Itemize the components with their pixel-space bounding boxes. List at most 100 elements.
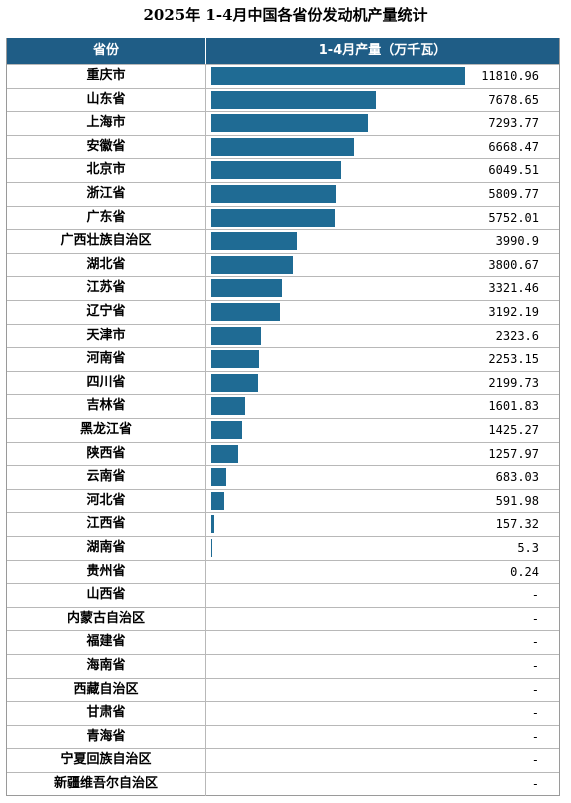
- value-bar: [211, 90, 377, 109]
- value-label: -: [531, 753, 539, 768]
- value-bar: [211, 279, 283, 298]
- value-cell: -: [205, 584, 559, 607]
- data-table: 省份 1-4月产量（万千瓦） 重庆市 11810.96 山东省 7678.65 上海市 7…: [6, 38, 560, 796]
- value-cell: 157.32: [205, 513, 559, 536]
- province-name: 湖南省: [86, 540, 126, 555]
- value-label: 3990.9: [495, 234, 539, 249]
- table-row: 内蒙古自治区 -: [7, 606, 559, 631]
- province-name: 黑龙江省: [79, 422, 132, 437]
- province-name: 山东省: [86, 91, 126, 107]
- value-bar: [211, 67, 465, 85]
- value-label: -: [531, 777, 539, 791]
- table-row: 青海省 -: [7, 724, 559, 749]
- province-name: 宁夏回族自治区: [60, 752, 152, 768]
- value-label: -: [531, 706, 539, 721]
- table-row: 陕西省 1257.97: [7, 441, 559, 466]
- header-output: 1-4月产量（万千瓦）: [205, 38, 559, 64]
- value-cell: 683.03: [205, 466, 559, 489]
- province-name: 广东省: [86, 209, 126, 225]
- value-label: 2199.73: [488, 375, 539, 390]
- value-label: 11810.96: [481, 69, 539, 83]
- table-row: 吉林省 1601.83: [7, 394, 559, 418]
- province-name: 辽宁省: [86, 304, 126, 319]
- value-cell: 2323.6: [205, 324, 559, 348]
- value-label: 2253.15: [488, 352, 539, 367]
- value-bar: [211, 515, 215, 534]
- value-bar: [211, 137, 355, 156]
- value-cell: 3192.19: [205, 301, 559, 324]
- table-row: 云南省 683.03: [7, 465, 559, 489]
- province-name: 陕西省: [86, 445, 126, 461]
- value-bar: [211, 303, 280, 321]
- province-name: 安徽省: [86, 138, 126, 154]
- value-label: 591.98: [495, 493, 539, 508]
- value-cell: -: [205, 678, 559, 702]
- value-label: 3321.46: [488, 281, 539, 296]
- value-label: 3192.19: [488, 305, 539, 319]
- table-row: 天津市 2323.6: [7, 323, 559, 348]
- value-bar: [211, 468, 226, 487]
- value-bar: [211, 255, 293, 274]
- table-row: 宁夏回族自治区 -: [7, 748, 559, 772]
- value-cell: -: [205, 749, 559, 772]
- value-cell: 1425.27: [205, 419, 559, 442]
- value-label: 1425.27: [488, 423, 539, 437]
- header-province: 省份: [92, 43, 119, 58]
- table-row: 上海市 7293.77: [7, 111, 559, 135]
- value-cell: -: [205, 607, 559, 631]
- province-name: 广西壮族自治区: [60, 233, 152, 249]
- value-label: 5809.77: [488, 187, 539, 201]
- value-label: -: [531, 659, 539, 673]
- table-row: 湖南省 5.3: [7, 536, 559, 560]
- province-name: 山西省: [86, 587, 126, 603]
- value-cell: -: [205, 773, 559, 796]
- province-name: 重庆市: [86, 68, 126, 83]
- value-cell: 1601.83: [205, 395, 559, 418]
- value-label: -: [531, 611, 539, 626]
- province-name: 江西省: [86, 516, 126, 532]
- table-row: 浙江省 5809.77: [7, 182, 559, 206]
- table-row: 福建省 -: [7, 630, 559, 654]
- province-name: 北京市: [86, 162, 126, 178]
- table-row: 安徽省 6668.47: [7, 134, 559, 159]
- value-label: 157.32: [495, 517, 539, 532]
- table-row: 黑龙江省 1425.27: [7, 418, 559, 442]
- value-bar: [211, 350, 260, 369]
- province-name: 浙江省: [86, 186, 126, 201]
- value-cell: 3800.67: [205, 253, 559, 277]
- value-cell: 7293.77: [205, 112, 559, 135]
- province-name: 四川省: [86, 374, 126, 390]
- value-label: 0.24: [510, 564, 539, 579]
- value-bar: [211, 373, 259, 392]
- value-label: -: [531, 729, 539, 744]
- table-row: 重庆市 11810.96: [7, 64, 559, 88]
- province-name: 湖北省: [86, 256, 126, 272]
- table-row: 山东省 7678.65: [7, 87, 559, 112]
- value-label: 5752.01: [488, 210, 539, 225]
- table-row: 北京市 6049.51: [7, 158, 559, 182]
- value-cell: -: [205, 725, 559, 749]
- value-label: 6668.47: [488, 139, 539, 154]
- value-cell: 6049.51: [205, 159, 559, 182]
- table-row: 山西省 -: [7, 583, 559, 607]
- value-label: 1601.83: [488, 399, 539, 414]
- value-bar: [211, 114, 368, 133]
- table-row: 河北省 591.98: [7, 488, 559, 513]
- value-bar: [211, 539, 212, 557]
- value-cell: 6668.47: [205, 135, 559, 159]
- province-name: 天津市: [86, 327, 126, 343]
- value-label: 683.03: [495, 470, 539, 485]
- province-name: 甘肃省: [86, 705, 126, 721]
- table-row: 海南省 -: [7, 654, 559, 678]
- value-label: -: [531, 682, 539, 697]
- value-bar: [211, 444, 239, 463]
- province-name: 河北省: [86, 492, 126, 508]
- chart-title: 2025年 1-4月中国各省份发动机产量统计: [143, 6, 428, 24]
- table-row: 贵州省 0.24: [7, 559, 559, 584]
- value-cell: -: [205, 655, 559, 678]
- value-bar: [211, 421, 242, 439]
- table-row: 河南省 2253.15: [7, 347, 559, 371]
- value-cell: -: [205, 702, 559, 725]
- table-row: 江西省 157.32: [7, 512, 559, 536]
- value-bar: [211, 185, 336, 203]
